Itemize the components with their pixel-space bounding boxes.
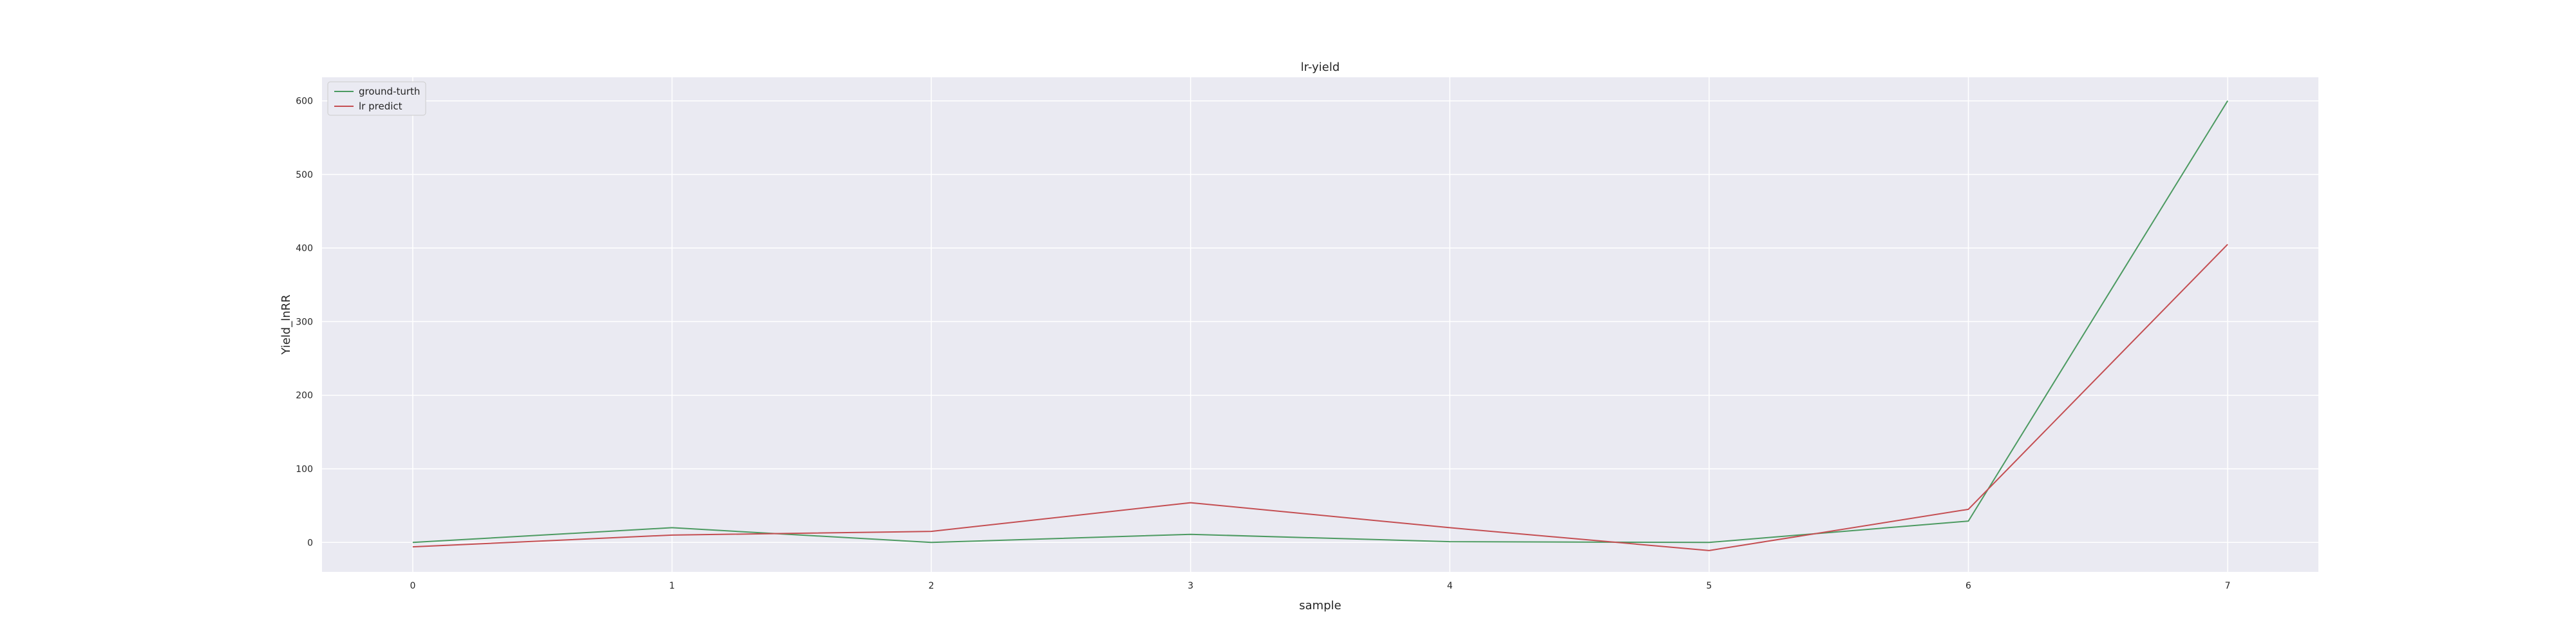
chart-title: lr-yield [1301, 61, 1340, 74]
y-axis-label: Yield_lnRR [279, 294, 293, 355]
x-tick-label: 1 [669, 581, 675, 591]
legend-label: lr predict [359, 100, 402, 112]
x-tick-label: 5 [1706, 581, 1712, 591]
y-tick-label: 600 [296, 97, 313, 107]
x-axis-ticks: 0 1 2 3 4 5 6 7 [410, 581, 2230, 591]
series-line [412, 100, 2228, 544]
y-tick-label: 400 [296, 243, 313, 254]
grid [322, 77, 2318, 572]
y-tick-label: 0 [307, 538, 313, 548]
x-tick-label: 7 [2225, 581, 2231, 591]
x-tick-label: 4 [1447, 581, 1453, 591]
series-lines [412, 100, 2228, 551]
y-tick-label: 500 [296, 170, 313, 180]
y-tick-label: 100 [296, 464, 313, 475]
legend: ground-turth lr predict [327, 81, 426, 116]
legend-label: ground-turth [359, 86, 420, 97]
y-tick-label: 200 [296, 391, 313, 401]
x-tick-label: 2 [929, 581, 934, 591]
plot-area [322, 77, 2318, 572]
y-axis-ticks: 0 100 200 300 400 500 600 [296, 97, 313, 549]
series-line [412, 243, 2228, 551]
x-tick-label: 0 [410, 581, 415, 591]
x-tick-label: 6 [1965, 581, 1971, 591]
x-tick-label: 3 [1188, 581, 1193, 591]
y-tick-label: 300 [296, 317, 313, 327]
x-axis-label: sample [1299, 599, 1341, 612]
